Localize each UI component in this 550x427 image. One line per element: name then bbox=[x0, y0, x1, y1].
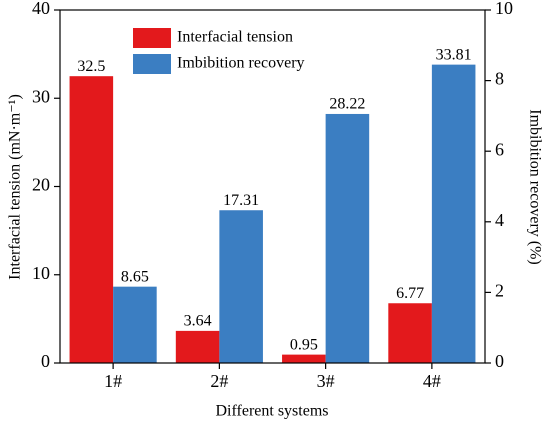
x-tick-label: 1# bbox=[104, 371, 122, 391]
y2-tick-label: 8 bbox=[495, 69, 504, 89]
legend-label: Interfacial tension bbox=[177, 29, 293, 46]
x-axis-label: Different systems bbox=[215, 403, 328, 420]
legend-swatch bbox=[133, 28, 171, 48]
bar bbox=[175, 330, 220, 363]
data-label: 8.65 bbox=[121, 268, 149, 285]
y-tick-label: 30 bbox=[32, 86, 50, 106]
bar bbox=[113, 286, 157, 363]
data-label: 28.22 bbox=[329, 96, 365, 113]
y2-tick-label: 2 bbox=[495, 281, 504, 301]
data-label: 17.31 bbox=[223, 192, 259, 209]
plot-frame bbox=[59, 9, 486, 364]
data-label: 0.95 bbox=[290, 336, 318, 353]
y-axis-label: Interfacial tension (mN·m⁻¹) bbox=[7, 94, 24, 280]
y2-tick-label: 10 bbox=[495, 0, 513, 18]
bar bbox=[69, 76, 114, 363]
bar bbox=[431, 64, 476, 364]
data-label: 6.77 bbox=[396, 285, 424, 302]
legend-swatch bbox=[133, 54, 171, 74]
data-label: 33.81 bbox=[436, 46, 472, 63]
x-tick-label: 4# bbox=[423, 371, 441, 391]
y-tick-label: 40 bbox=[32, 0, 50, 18]
y2-tick-label: 4 bbox=[495, 210, 504, 230]
y-tick-label: 20 bbox=[32, 175, 50, 195]
bar bbox=[388, 303, 432, 363]
x-tick-label: 3# bbox=[317, 371, 335, 391]
data-label: 3.64 bbox=[184, 313, 212, 330]
y-tick-label: 10 bbox=[32, 263, 50, 283]
bar bbox=[219, 210, 263, 363]
y2-tick-label: 0 bbox=[495, 351, 504, 371]
legend-label: Imbibition recovery bbox=[177, 55, 305, 72]
bar bbox=[325, 113, 370, 363]
y-tick-label: 0 bbox=[41, 351, 50, 371]
bar bbox=[282, 354, 326, 363]
y2-tick-label: 6 bbox=[495, 139, 504, 159]
x-tick-label: 2# bbox=[210, 371, 228, 391]
y2-axis-label: Imbibition recovery (%) bbox=[526, 109, 543, 265]
data-label: 32.5 bbox=[77, 58, 105, 75]
